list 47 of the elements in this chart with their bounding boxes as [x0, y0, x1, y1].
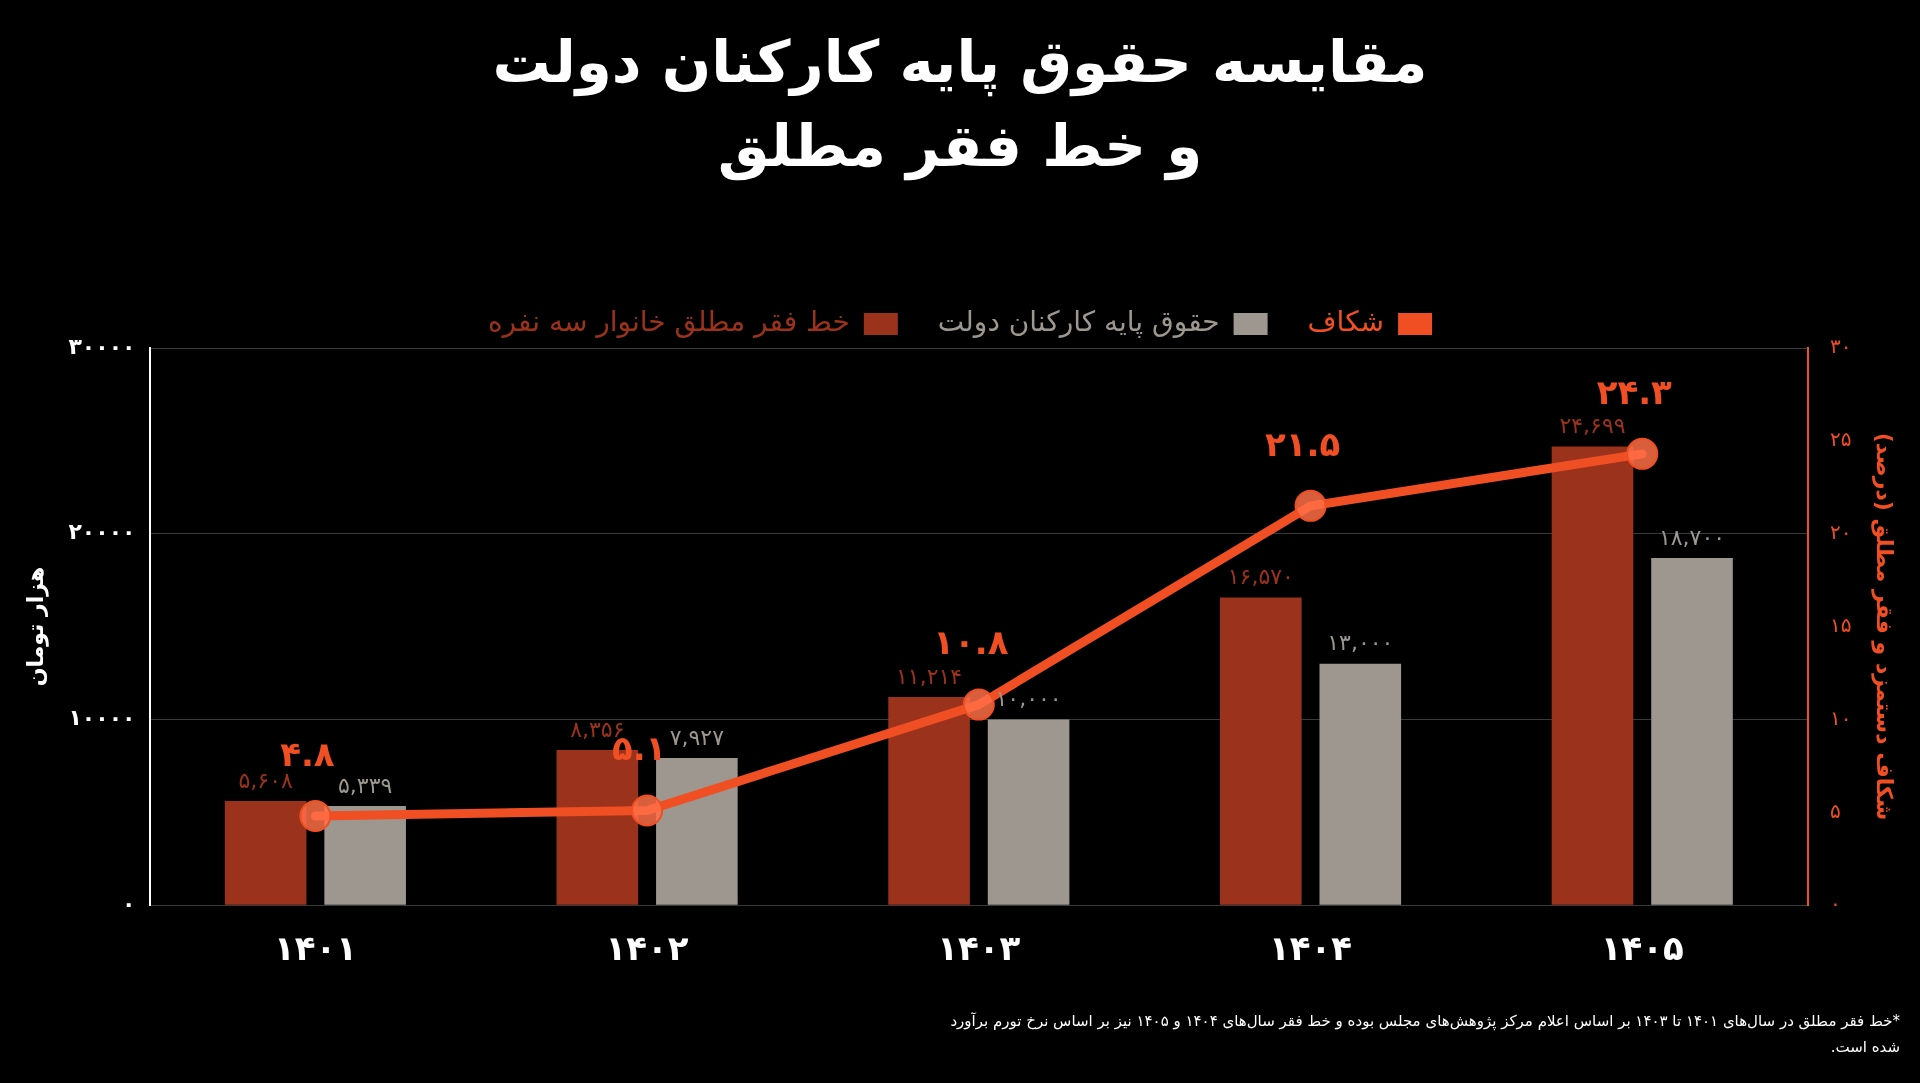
bar: [1651, 557, 1733, 905]
data-label: ۱۶,۵۷۰: [1227, 564, 1294, 590]
bar: [1551, 446, 1634, 905]
bar: [987, 719, 1070, 905]
y2-axis-title: شکاف دستمزد و فقر مطلق (درصد): [1871, 432, 1898, 821]
y2-tick-label: ۰: [1830, 891, 1841, 916]
point: [1626, 437, 1659, 470]
data-label: ۱۰.۸: [933, 622, 1009, 663]
point: [1294, 489, 1327, 522]
data-label: ۲۴.۳: [1596, 371, 1673, 412]
y2-tick-label: ۲۰: [1830, 519, 1852, 544]
data-label: ۲۱.۵: [1264, 423, 1341, 464]
data-label: ۲۴,۶۹۹: [1559, 413, 1626, 439]
data-label: ۵,۳۳۹: [338, 772, 393, 798]
y-axis-title: هزار تومان: [22, 566, 49, 687]
legend-label: خط فقر مطلق خانوار سه نفره: [487, 305, 850, 339]
y-tick-label: ۲۰۰۰۰: [68, 519, 136, 545]
point: [299, 800, 332, 833]
y2-tick-label: ۱۰: [1830, 705, 1852, 730]
x-tick-label: ۱۴۰۴: [1269, 928, 1353, 969]
data-label: ۱۰,۰۰۰: [995, 686, 1062, 712]
y-tick-label: ۰: [122, 890, 136, 916]
bar: [888, 696, 970, 905]
x-tick-label: ۱۴۰۳: [937, 928, 1021, 969]
y2-tick-label: ۲۵: [1830, 427, 1852, 452]
legend-label: شکاف: [1307, 305, 1385, 339]
bar: [224, 801, 307, 905]
point: [962, 688, 995, 721]
data-label: ۱۳,۰۰۰: [1327, 630, 1394, 656]
y2-tick-label: ۳۰: [1830, 334, 1852, 359]
bar: [1219, 597, 1302, 905]
text: *خط فقر مطلق در سال‌های ۱۴۰۱ تا ۱۴۰۳ بر اساس اعلام مرکز پژوهش‌های مجلس بوده و خط فقر سال‌های ۱۴۰۴ و ۱۴۰۵ نیز بر اساس نرخ تورم برآورد شده است.: [949, 1011, 1900, 1059]
legend-label: حقوق پایه کارکنان دولت: [937, 305, 1220, 339]
data-label: ۱۱,۲۱۴: [896, 663, 963, 689]
x-tick-label: ۱۴۰۱: [273, 928, 357, 969]
y2-tick-label: ۱۵: [1830, 612, 1852, 637]
y2-tick-label: ۵: [1830, 798, 1841, 823]
bar: [1319, 663, 1402, 905]
chart-title: مقایسه حقوق پایه کارکنان دولت و خط فقر مطلق: [491, 27, 1429, 183]
x-tick-label: ۱۴۰۲: [605, 928, 689, 969]
data-label: ۱۸,۷۰۰: [1658, 524, 1726, 550]
x-tick-label: ۱۴۰۵: [1600, 928, 1684, 969]
y-tick-label: ۱۰۰۰۰: [68, 705, 136, 731]
y-tick-label: ۳۰۰۰۰: [68, 333, 136, 359]
bar: [324, 806, 406, 905]
data-label: ۷,۹۲۷: [669, 724, 725, 750]
point: [631, 794, 664, 827]
